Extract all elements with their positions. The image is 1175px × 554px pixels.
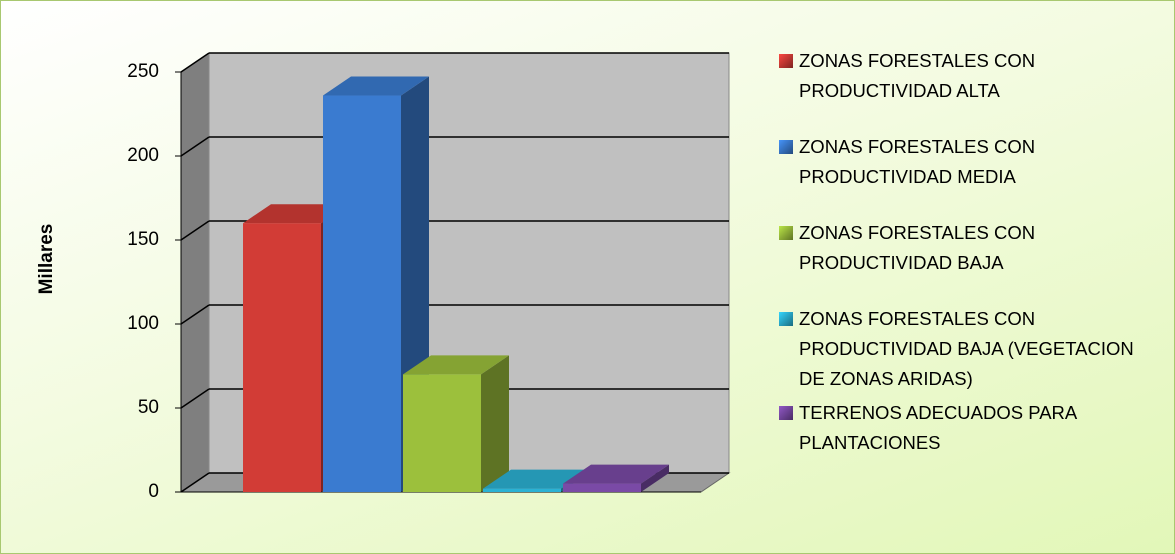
y-axis-label: Millares (36, 224, 57, 295)
bar-top (323, 76, 429, 96)
legend-label: ZONAS FORESTALES CON PRODUCTIVIDAD BAJA (799, 222, 1036, 273)
legend-swatch (779, 140, 793, 154)
bar-side (641, 464, 669, 492)
side-wall (181, 53, 209, 492)
y-tick-label: 250 (127, 61, 159, 82)
bar-front (563, 483, 641, 492)
grid-line (180, 472, 210, 493)
legend-item: ZONAS FORESTALES CON PRODUCTIVIDAD MEDIA (779, 132, 1154, 192)
grid-line (180, 220, 210, 241)
legend-swatch (779, 226, 793, 240)
grid-line (180, 304, 210, 325)
legend-item: ZONAS FORESTALES CON PRODUCTIVIDAD BAJA … (779, 304, 1154, 394)
grid-line (180, 388, 210, 409)
legend-item: ZONAS FORESTALES CON PRODUCTIVIDAD ALTA (779, 46, 1154, 106)
y-tick-label: 0 (148, 481, 159, 502)
y-tick-label: 50 (138, 397, 159, 418)
legend-swatch (779, 54, 793, 68)
grid-line (180, 136, 210, 157)
legend-label: ZONAS FORESTALES CON PRODUCTIVIDAD BAJA … (799, 308, 1134, 389)
bar-side (481, 355, 509, 492)
legend-label: TERRENOS ADECUADOS PARA PLANTACIONES (799, 402, 1077, 453)
legend-item: TERRENOS ADECUADOS PARA PLANTACIONES (779, 398, 1154, 458)
legend-label: ZONAS FORESTALES CON PRODUCTIVIDAD MEDIA (799, 136, 1036, 187)
y-tick-label: 150 (127, 229, 159, 250)
bar-front (323, 95, 401, 493)
bar (403, 355, 509, 492)
bar-top (563, 464, 669, 484)
bar-top (483, 469, 589, 489)
y-tick-label: 100 (127, 313, 159, 334)
legend-swatch (779, 312, 793, 326)
bar-front (403, 374, 481, 492)
bar-front (483, 488, 561, 492)
bar-top (243, 204, 349, 224)
bar-front (243, 223, 321, 492)
bar-top (403, 355, 509, 375)
legend-swatch (779, 406, 793, 420)
legend-label: ZONAS FORESTALES CON PRODUCTIVIDAD ALTA (799, 50, 1036, 101)
y-tick-label: 200 (127, 145, 159, 166)
bar (563, 464, 669, 492)
grid-line (180, 52, 210, 73)
legend-item: ZONAS FORESTALES CON PRODUCTIVIDAD BAJA (779, 218, 1154, 278)
